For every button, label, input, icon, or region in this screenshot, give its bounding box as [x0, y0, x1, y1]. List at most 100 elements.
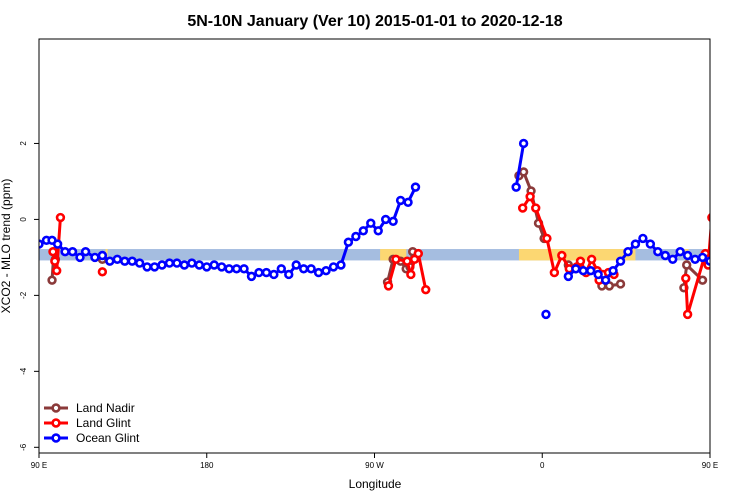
ocean-glint-point — [623, 246, 633, 257]
ocean-glint-point — [224, 264, 234, 274]
ocean-glint-point — [600, 275, 611, 285]
land-glint-point — [707, 213, 710, 222]
land-nadir-point — [697, 275, 708, 285]
ocean-glint-point — [682, 250, 693, 261]
ocean-glint-segment — [732, 265, 739, 269]
ocean-glint-point — [736, 265, 743, 272]
ocean-glint-point — [105, 256, 115, 266]
ocean-glint-point — [39, 239, 44, 249]
ocean-glint-point — [157, 260, 167, 270]
land-glint-segment — [416, 252, 428, 292]
ocean-glint-point — [608, 265, 618, 276]
ocean-glint-point — [216, 262, 227, 272]
ocean-band — [39, 249, 710, 261]
ocean-glint-point — [67, 246, 78, 257]
ocean-glint-point — [254, 267, 264, 278]
ocean-glint-point — [60, 246, 70, 257]
series-layer — [39, 138, 750, 320]
ocean-glint-point — [638, 233, 648, 244]
ocean-glint-point — [202, 262, 212, 272]
x-tick-label: 90 W — [365, 461, 384, 470]
ocean-glint-point — [410, 182, 421, 192]
ocean-glint-point — [336, 260, 346, 270]
ocean-glint-point — [75, 252, 85, 263]
ocean-glint-point — [744, 263, 750, 270]
ocean-glint-point — [127, 256, 137, 266]
ocean-glint-point — [276, 264, 287, 274]
ocean-glint-point — [358, 226, 369, 236]
y-tick-label: 0 — [19, 217, 28, 222]
land-glint-segment — [684, 276, 690, 316]
ocean-glint-point — [328, 262, 339, 272]
ocean-glint-point — [630, 239, 641, 249]
ocean-glint-point — [134, 258, 145, 268]
series-ocean-glint — [39, 138, 750, 320]
ocean-glint-point — [722, 260, 729, 267]
land-glint-point — [575, 256, 586, 266]
ocean-glint-point — [231, 264, 242, 274]
land-glint-point — [406, 269, 416, 280]
ocean-glint-point — [284, 269, 294, 280]
plot-frame — [38, 38, 711, 454]
ocean-glint-point — [675, 246, 685, 257]
ocean-glint-point — [645, 239, 656, 249]
ocean-glint-point — [298, 264, 309, 274]
land-glint-point — [586, 254, 597, 264]
ocean-glint-point — [351, 231, 361, 242]
ocean-glint-point — [403, 197, 413, 208]
legend-label-ocean-glint: Ocean Glint — [76, 431, 140, 445]
ocean-glint-point — [511, 182, 521, 192]
ocean-glint-point — [586, 265, 596, 276]
ocean-glint-point — [714, 258, 721, 265]
ocean-glint-point — [306, 264, 316, 274]
ocean-glint-point — [541, 309, 551, 320]
x-tick-label: 0 — [540, 461, 545, 470]
legend-label-land-nadir: Land Nadir — [76, 401, 135, 415]
ocean-glint-point — [373, 226, 383, 236]
land-glint-point — [413, 248, 424, 259]
land-nadir-point — [615, 279, 626, 289]
y-axis-label: XCO2 - MLO trend (ppm) — [0, 179, 13, 314]
x-tick-label: 180 — [200, 461, 214, 470]
land-nadir-point — [518, 167, 529, 177]
land-glint-segment — [534, 206, 549, 240]
land-glint-point — [383, 281, 394, 291]
land-nadir-point — [47, 275, 57, 285]
land-glint-point — [542, 233, 552, 244]
land-glint-point — [52, 265, 62, 276]
land-glint-segment — [545, 236, 556, 275]
ocean-glint-point — [80, 246, 91, 257]
x-axis: 90 E 180 90 W 0 90 E — [31, 453, 718, 470]
land-glint-point — [97, 267, 108, 277]
ocean-glint-point — [518, 138, 529, 149]
y-tick-label: -2 — [19, 291, 28, 299]
ocean-glint-point — [209, 260, 219, 270]
legend-marker-land-glint — [51, 418, 61, 428]
ocean-glint-point — [729, 262, 736, 269]
ocean-glint-point — [172, 258, 182, 268]
legend-marker-ocean-glint — [51, 433, 61, 443]
ocean-glint-segment — [740, 267, 747, 269]
y-tick-label: -6 — [19, 443, 28, 451]
land-glint-point — [402, 256, 412, 266]
ocean-glint-point — [269, 269, 279, 280]
ocean-glint-point — [668, 254, 678, 264]
ocean-glint-point — [593, 269, 603, 280]
ocean-glint-point — [615, 256, 626, 266]
y-tick-label: 2 — [19, 141, 28, 146]
ocean-glint-point — [690, 254, 700, 264]
ocean-glint-point — [90, 252, 100, 263]
land-glint-segment — [686, 252, 707, 316]
ocean-glint-point — [366, 218, 376, 228]
y-tick-label: -4 — [19, 367, 28, 375]
land-glint-point — [525, 191, 535, 202]
ocean-glint-point — [660, 250, 670, 261]
y-axis: -6 -4 -2 0 2 — [19, 141, 39, 451]
ocean-glint-point — [321, 265, 331, 276]
ocean-glint-point — [142, 262, 152, 272]
ocean-glint-segment — [514, 141, 526, 189]
ocean-glint-point — [239, 264, 249, 274]
land-nadir-point — [682, 260, 692, 270]
land-glint-point — [682, 309, 693, 320]
